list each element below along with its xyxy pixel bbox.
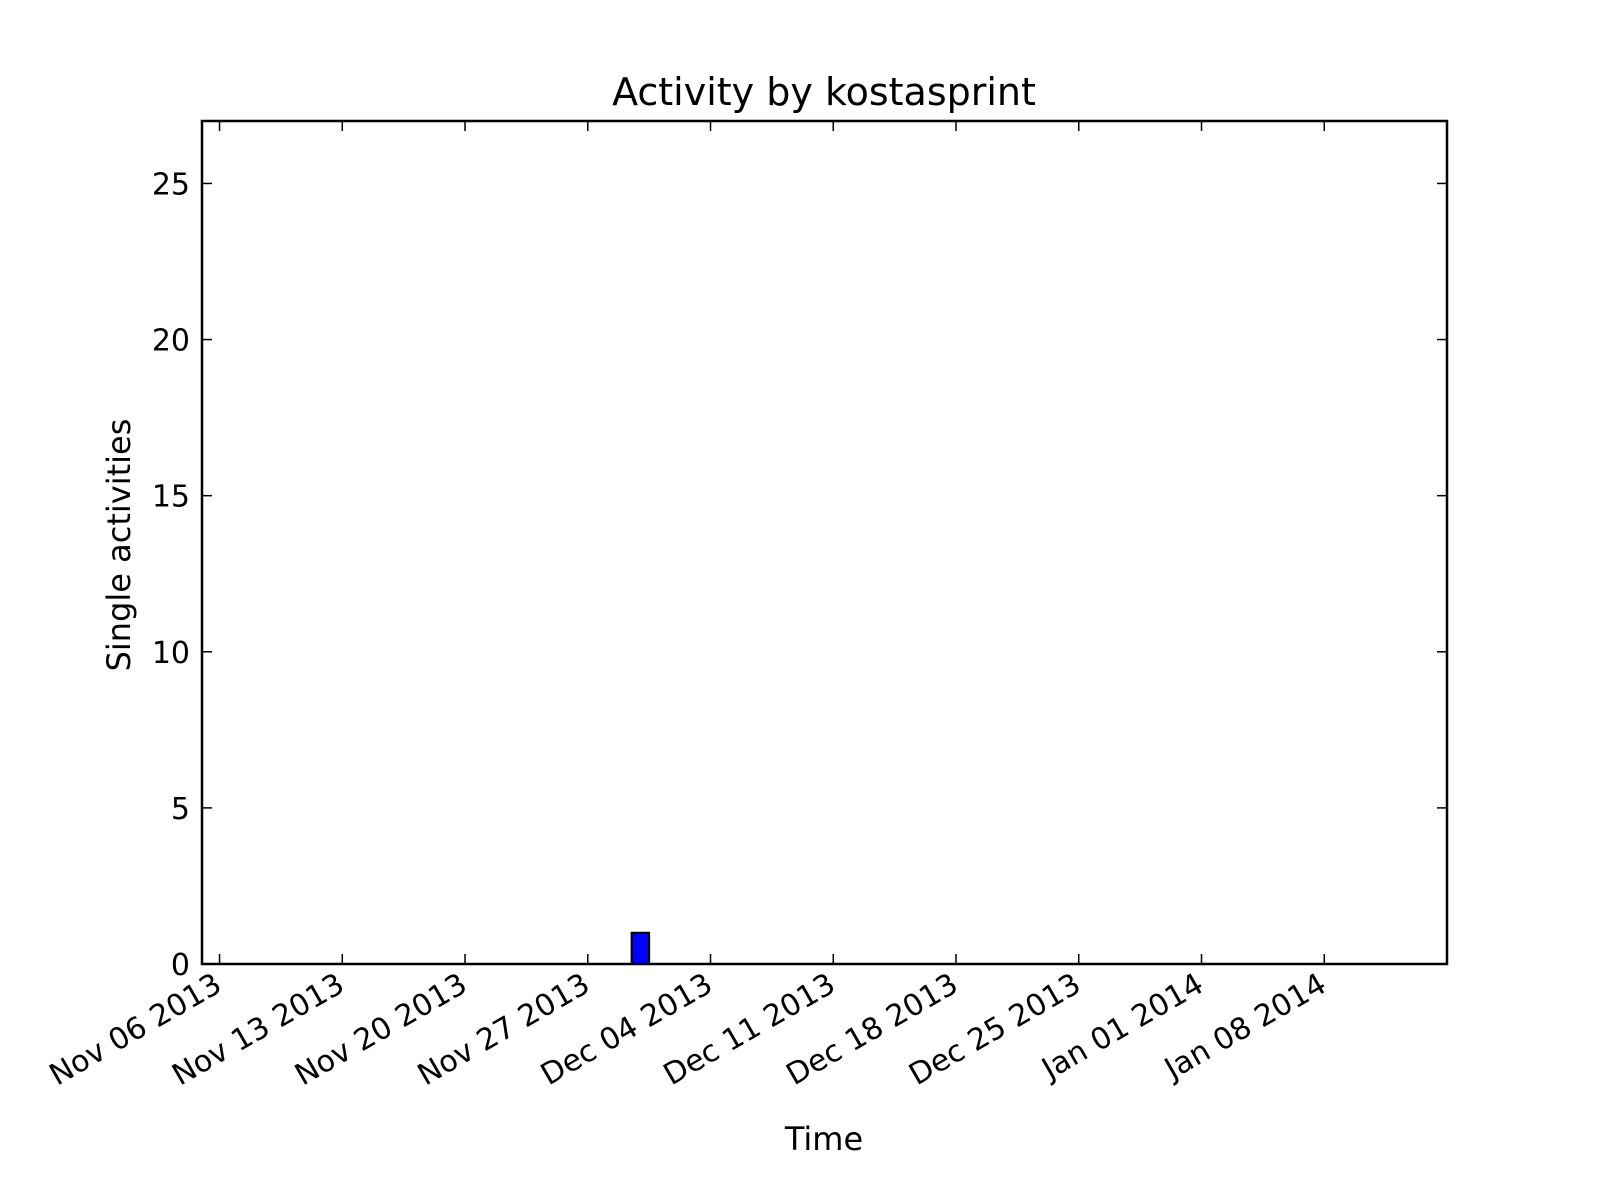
y-tick-label-15: 15 bbox=[152, 480, 190, 515]
chart-title: Activity by kostasprint bbox=[612, 70, 1036, 114]
y-tick-label-0: 0 bbox=[171, 948, 190, 983]
plot-frame bbox=[200, 119, 1449, 966]
y-axis-label: Single activities bbox=[100, 419, 138, 672]
y-tick-label-25: 25 bbox=[152, 167, 190, 202]
bar-0 bbox=[630, 931, 651, 965]
y-tick-label-5: 5 bbox=[171, 792, 190, 827]
y-tick-label-10: 10 bbox=[152, 636, 190, 671]
x-axis-label: Time bbox=[784, 1120, 863, 1158]
y-tick-label-20: 20 bbox=[152, 324, 190, 359]
